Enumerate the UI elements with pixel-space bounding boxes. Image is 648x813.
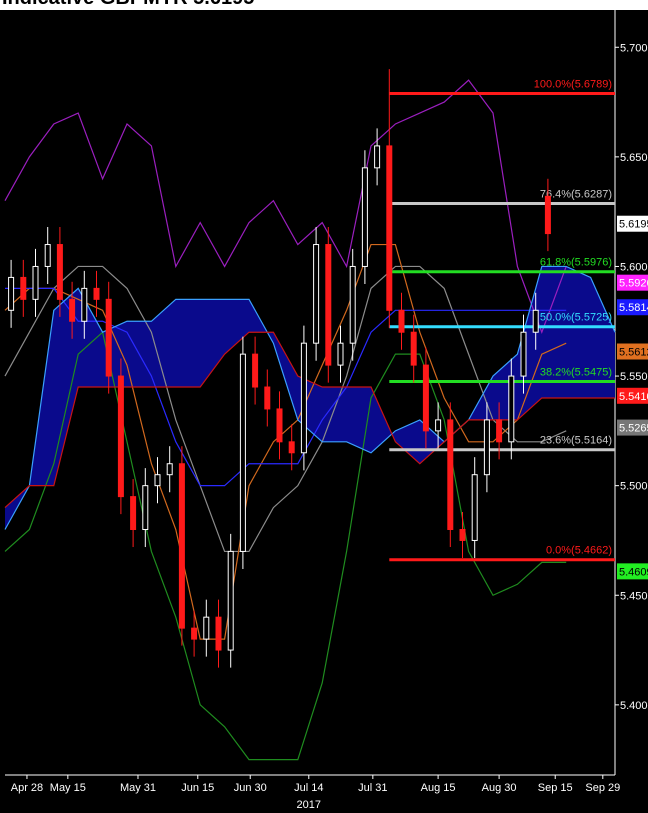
- fib-label: 50.0%(5.5725): [540, 312, 612, 324]
- candle-body: [459, 528, 466, 541]
- y-tick-label: 5.4000: [620, 700, 648, 712]
- candle-body: [410, 331, 417, 366]
- x-tick-label: Jun 30: [234, 782, 267, 794]
- candle-body: [56, 244, 63, 300]
- candle-body: [142, 485, 149, 530]
- indicator-line: [4, 79, 567, 334]
- candle-body: [386, 145, 393, 311]
- fib-label: 76.4%(5.6287): [540, 189, 612, 201]
- fib-label: 23.6%(5.5164): [540, 435, 612, 447]
- candle-body: [483, 419, 490, 476]
- y-tick-label: 5.5500: [620, 371, 648, 383]
- price-tag: [617, 343, 648, 360]
- candle-body: [496, 419, 503, 443]
- x-tick-label: May 31: [120, 782, 156, 794]
- candle-body: [203, 616, 210, 640]
- candle-body: [154, 474, 161, 487]
- y-tick-label: 5.6500: [620, 152, 648, 164]
- candle-body: [191, 627, 198, 640]
- price-tag: [617, 387, 648, 404]
- candle-body: [227, 550, 234, 651]
- candle-body: [544, 195, 551, 235]
- price-tag-label: 5.5814: [619, 302, 648, 314]
- y-tick-label: 5.5000: [620, 481, 648, 493]
- candle-body: [93, 287, 100, 300]
- x-tick-label: Jun 15: [181, 782, 214, 794]
- price-tag: [617, 563, 648, 580]
- candle-body: [435, 419, 442, 432]
- candle-body: [20, 276, 27, 300]
- candle-body: [276, 408, 283, 443]
- x-tick-label: Aug 30: [482, 782, 517, 794]
- candle-body: [288, 441, 295, 454]
- y-tick-label: 5.6000: [620, 261, 648, 273]
- candle-body: [264, 386, 271, 410]
- x-tick-label: May 15: [50, 782, 86, 794]
- price-tag-label: 5.5612: [619, 347, 648, 359]
- price-tag-label: 5.4609: [619, 566, 648, 578]
- fib-label: 61.8%(5.5976): [540, 257, 612, 269]
- candle-body: [471, 474, 478, 541]
- candle-body: [69, 298, 76, 322]
- candle-body: [252, 353, 259, 388]
- candle-body: [447, 419, 454, 530]
- candle-body: [422, 364, 429, 432]
- price-tag: [617, 419, 648, 436]
- y-tick-label: 5.7000: [620, 42, 648, 54]
- candle-body: [178, 463, 185, 629]
- fib-label: 38.2%(5.5475): [540, 367, 612, 379]
- fib-label: 0.0%(5.4662): [546, 545, 612, 557]
- candle-body: [532, 309, 539, 333]
- candle-body: [130, 496, 137, 530]
- candle-body: [81, 287, 88, 322]
- y-tick-label: 5.4500: [620, 590, 648, 602]
- candle-body: [44, 244, 51, 267]
- indicator-line: [4, 243, 567, 640]
- ichimoku-cloud: [5, 266, 615, 530]
- candle-body: [8, 276, 15, 311]
- indicator-line: [5, 287, 567, 487]
- candle-body: [361, 167, 368, 267]
- x-tick-label: Sep 29: [585, 782, 620, 794]
- candle-body: [337, 342, 344, 366]
- candle-body: [374, 145, 381, 169]
- candle-body: [300, 342, 307, 454]
- candle-body: [32, 265, 39, 300]
- candle-body: [398, 309, 405, 333]
- candle-body: [239, 353, 246, 552]
- x-tick-label: Aug 15: [421, 782, 456, 794]
- price-tag: [617, 299, 648, 316]
- candle-body: [105, 298, 112, 377]
- price-tag: [617, 215, 648, 232]
- candle-body: [520, 331, 527, 377]
- x-tick-label: Apr 28: [11, 782, 43, 794]
- fib-label: 100.0%(5.6789): [534, 79, 612, 91]
- candle-body: [325, 244, 332, 366]
- price-tag: [617, 274, 648, 291]
- x-tick-label: Sep 15: [538, 782, 573, 794]
- x-tick-label: Jul 31: [358, 782, 387, 794]
- candle-body: [508, 375, 515, 443]
- x-tick-label: Jul 14: [294, 782, 323, 794]
- price-tag-label: 5.5926: [619, 278, 648, 290]
- candle-body: [117, 375, 124, 498]
- candle-body: [313, 244, 320, 344]
- candle-body: [166, 463, 173, 476]
- price-tag-label: 5.5410: [619, 391, 648, 403]
- x-year-label: 2017: [297, 799, 321, 811]
- indicator-line: [4, 265, 567, 553]
- candle-body: [349, 265, 356, 344]
- candle-body: [215, 616, 222, 651]
